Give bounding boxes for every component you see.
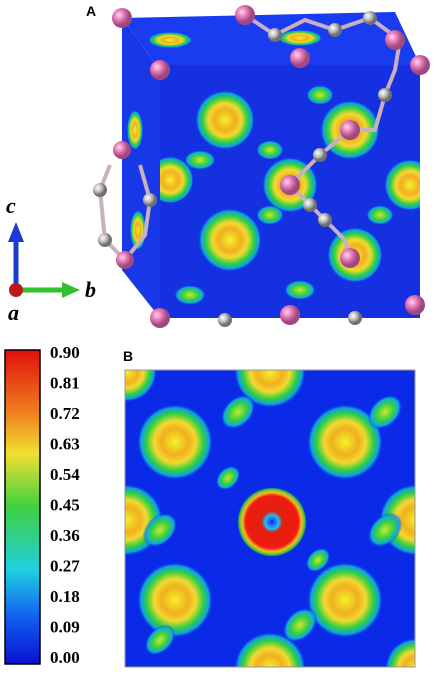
colorbar-tick-label: 0.90 (50, 343, 80, 362)
colorbar-tick-label: 0.63 (50, 434, 80, 453)
colorbar-tick-label: 0.09 (50, 617, 80, 636)
colorbar (4, 349, 41, 665)
axis-label-b: b (85, 277, 96, 302)
colorbar-tick-label: 0.81 (50, 373, 80, 392)
colorbar-tick-label: 0.36 (50, 526, 80, 545)
colorbar-tick-label: 0.27 (50, 556, 80, 575)
panel-frame (124, 369, 416, 668)
colorbar-tick-label: 0.54 (50, 465, 80, 484)
axis-label-c: c (6, 193, 16, 218)
cube (93, 5, 430, 328)
elf-slice (125, 370, 415, 667)
colorbar-tick-label: 0.45 (50, 495, 80, 514)
panel-label: A (86, 3, 96, 19)
axis-label-a: a (8, 300, 19, 325)
axis-triad (8, 222, 80, 298)
colorbar-tick-label: 0.18 (50, 587, 80, 606)
colorbar-tick-label: 0.72 (50, 404, 80, 423)
colorbar-tick-label: 0.00 (50, 648, 80, 667)
panel-label: B (123, 348, 133, 364)
colorbar-ticks: 0.90 0.81 0.72 0.63 0.54 0.45 0.36 0.27 0.18 0.09… (50, 343, 80, 667)
